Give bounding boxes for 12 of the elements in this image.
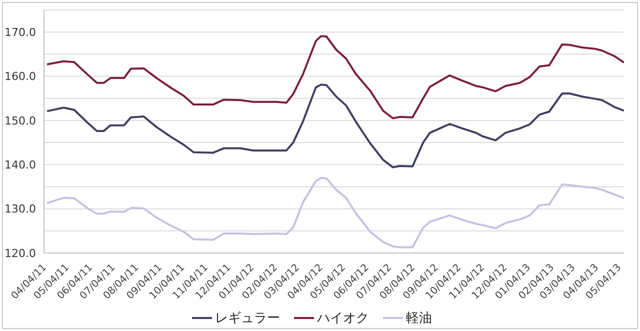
y-tick-label: 140.0 bbox=[4, 158, 36, 172]
legend-label: 軽油 bbox=[406, 310, 432, 327]
legend-label: レギュラー bbox=[215, 310, 280, 327]
y-tick-label: 130.0 bbox=[4, 202, 36, 216]
y-tick-label: 120.0 bbox=[4, 246, 36, 260]
line-series bbox=[46, 35, 624, 120]
y-tick-label: 170.0 bbox=[4, 26, 36, 39]
line-series bbox=[46, 176, 624, 248]
y-tick-label: 150.0 bbox=[4, 114, 36, 128]
y-tick-label: 160.0 bbox=[4, 70, 36, 84]
line-series bbox=[46, 84, 624, 168]
legend-label: ハイオク bbox=[317, 310, 369, 327]
